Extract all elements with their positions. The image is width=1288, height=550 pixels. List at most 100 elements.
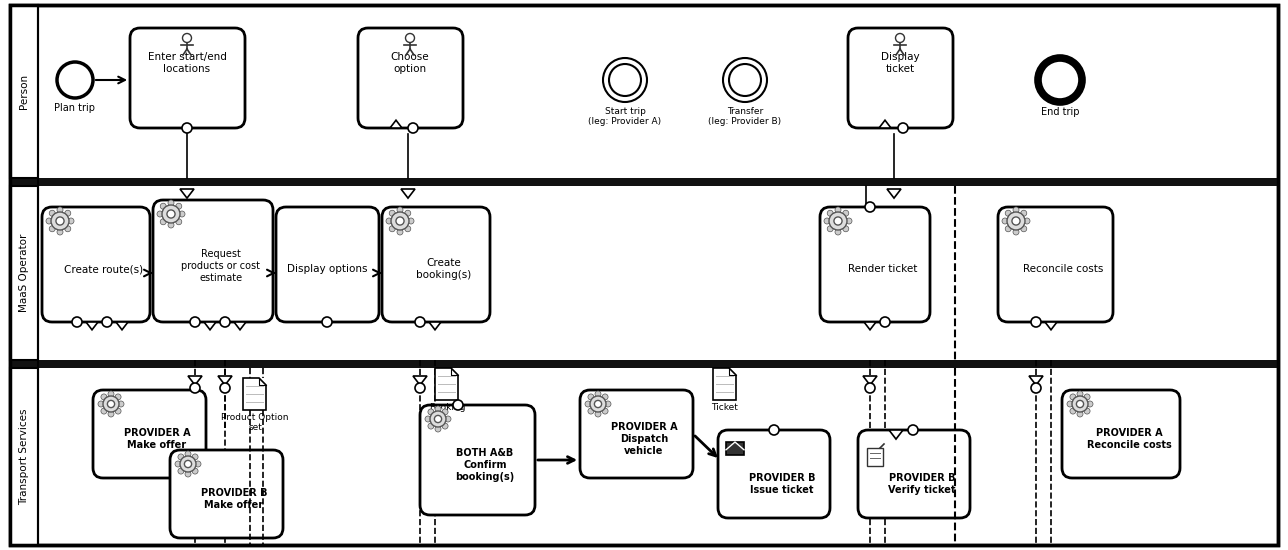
- Text: Product Option
set: Product Option set: [222, 413, 289, 432]
- Circle shape: [160, 219, 166, 225]
- Circle shape: [162, 205, 180, 223]
- Circle shape: [183, 34, 192, 42]
- Circle shape: [185, 471, 191, 477]
- Circle shape: [178, 468, 184, 474]
- Circle shape: [1024, 218, 1030, 224]
- Circle shape: [100, 394, 107, 400]
- Circle shape: [1070, 408, 1075, 414]
- Circle shape: [585, 401, 591, 407]
- Circle shape: [827, 210, 833, 216]
- Circle shape: [46, 218, 52, 224]
- Polygon shape: [887, 189, 902, 198]
- Text: Transport Services: Transport Services: [19, 408, 30, 505]
- FancyBboxPatch shape: [43, 207, 149, 322]
- Circle shape: [49, 226, 55, 232]
- Circle shape: [428, 409, 434, 415]
- Circle shape: [322, 317, 332, 327]
- Circle shape: [594, 400, 601, 408]
- Circle shape: [601, 394, 608, 400]
- Polygon shape: [116, 322, 128, 330]
- Circle shape: [723, 58, 766, 102]
- Circle shape: [55, 217, 64, 225]
- Circle shape: [404, 226, 411, 232]
- Circle shape: [434, 415, 442, 422]
- Circle shape: [192, 468, 198, 474]
- Circle shape: [100, 408, 107, 414]
- Polygon shape: [188, 376, 202, 385]
- Text: Create
booking(s): Create booking(s): [416, 258, 471, 280]
- Circle shape: [100, 393, 122, 415]
- Bar: [10, 368, 39, 545]
- Circle shape: [415, 383, 425, 393]
- Circle shape: [178, 454, 184, 460]
- Polygon shape: [243, 378, 267, 410]
- Circle shape: [160, 203, 166, 209]
- Circle shape: [415, 317, 425, 327]
- Circle shape: [587, 393, 609, 415]
- Circle shape: [769, 425, 779, 435]
- Text: Booking: Booking: [429, 403, 465, 412]
- Circle shape: [1084, 394, 1090, 400]
- FancyBboxPatch shape: [276, 207, 379, 322]
- Circle shape: [425, 416, 431, 422]
- Circle shape: [392, 212, 410, 230]
- Circle shape: [64, 210, 71, 216]
- Circle shape: [590, 396, 605, 412]
- Polygon shape: [863, 376, 877, 385]
- Circle shape: [220, 317, 231, 327]
- Circle shape: [826, 209, 850, 233]
- Circle shape: [1030, 317, 1041, 327]
- Circle shape: [389, 210, 395, 216]
- Text: PROVIDER B
Make offer: PROVIDER B Make offer: [201, 488, 267, 510]
- Circle shape: [175, 461, 182, 467]
- FancyBboxPatch shape: [717, 430, 829, 518]
- Circle shape: [603, 58, 647, 102]
- Text: End trip: End trip: [1041, 107, 1079, 117]
- Circle shape: [192, 454, 198, 460]
- Circle shape: [408, 123, 419, 133]
- Text: Transfer
(leg: Provider B): Transfer (leg: Provider B): [708, 107, 782, 126]
- FancyBboxPatch shape: [93, 390, 206, 478]
- Circle shape: [1007, 212, 1025, 230]
- Bar: [10, 360, 1278, 368]
- Circle shape: [1069, 393, 1091, 415]
- Polygon shape: [180, 189, 194, 198]
- Circle shape: [587, 394, 594, 400]
- Circle shape: [442, 409, 448, 415]
- Circle shape: [609, 64, 641, 96]
- Circle shape: [194, 461, 201, 467]
- Bar: [726, 442, 744, 455]
- Bar: [10, 186, 39, 360]
- Circle shape: [453, 400, 462, 410]
- Text: PROVIDER A
Dispatch
vehicle: PROVIDER A Dispatch vehicle: [611, 422, 677, 455]
- Circle shape: [444, 416, 451, 422]
- Circle shape: [1072, 396, 1088, 412]
- Circle shape: [1012, 229, 1019, 235]
- Circle shape: [595, 411, 601, 417]
- Circle shape: [827, 226, 833, 232]
- Circle shape: [103, 396, 118, 412]
- Circle shape: [833, 217, 842, 225]
- Circle shape: [180, 456, 196, 472]
- Circle shape: [1005, 226, 1011, 232]
- Circle shape: [829, 212, 848, 230]
- Circle shape: [408, 218, 413, 224]
- Text: Ticket: Ticket: [711, 403, 738, 412]
- Circle shape: [102, 317, 112, 327]
- Text: Start trip
(leg: Provider A): Start trip (leg: Provider A): [589, 107, 662, 126]
- Polygon shape: [86, 322, 98, 330]
- Circle shape: [220, 383, 231, 393]
- Circle shape: [107, 400, 115, 408]
- Circle shape: [72, 317, 82, 327]
- Circle shape: [898, 123, 908, 133]
- FancyBboxPatch shape: [998, 207, 1113, 322]
- Circle shape: [108, 411, 115, 417]
- FancyBboxPatch shape: [170, 450, 283, 538]
- Text: Display
ticket: Display ticket: [881, 52, 920, 74]
- FancyBboxPatch shape: [848, 28, 953, 128]
- FancyBboxPatch shape: [130, 28, 245, 128]
- Circle shape: [191, 383, 200, 393]
- Circle shape: [158, 202, 183, 226]
- Circle shape: [157, 211, 164, 217]
- Polygon shape: [390, 120, 402, 128]
